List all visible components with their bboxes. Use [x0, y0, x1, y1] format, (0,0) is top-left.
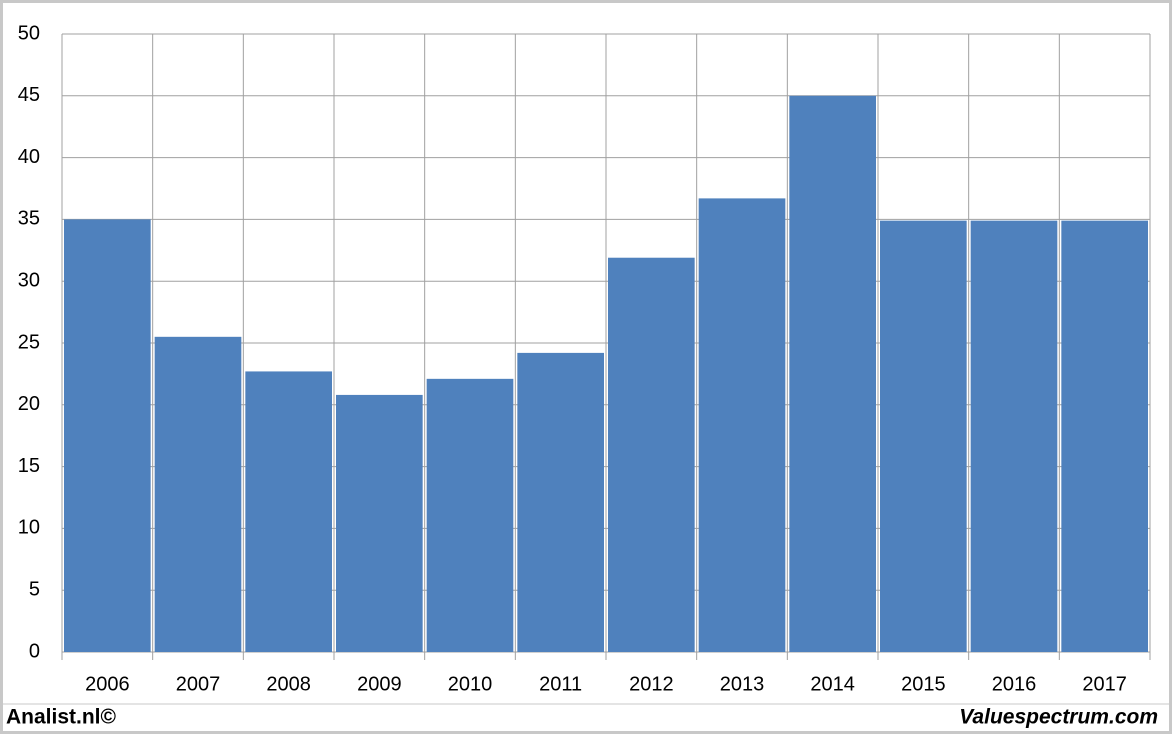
y-tick-label: 50	[18, 22, 40, 44]
x-tick-label: 2006	[85, 673, 130, 695]
x-tick-label: 2009	[357, 673, 402, 695]
bar	[517, 352, 604, 652]
y-tick-label: 15	[18, 455, 40, 477]
x-tick-label: 2007	[176, 673, 221, 695]
bar	[1061, 220, 1148, 653]
x-tick-label: 2013	[720, 673, 765, 695]
footer-left: Analist.nl©	[6, 706, 117, 729]
y-tick-label: 35	[18, 208, 40, 230]
y-tick-label: 0	[29, 640, 40, 662]
bar	[880, 220, 967, 653]
bar	[698, 198, 786, 652]
footer-right: Valuespectrum.com	[959, 706, 1158, 729]
y-tick-label: 45	[18, 84, 40, 106]
x-tick-label: 2012	[629, 673, 674, 695]
y-tick-label: 30	[18, 269, 40, 291]
bar	[64, 219, 151, 652]
y-tick-label: 40	[18, 146, 40, 168]
y-tick-label: 20	[18, 393, 40, 415]
x-tick-label: 2017	[1082, 673, 1127, 695]
bar	[245, 371, 332, 652]
x-tick-label: 2016	[992, 673, 1037, 695]
x-tick-label: 2015	[901, 673, 946, 695]
bar	[789, 95, 876, 653]
x-tick-label: 2008	[266, 673, 311, 695]
bar	[608, 257, 695, 652]
bar	[970, 220, 1058, 653]
y-tick-label: 25	[18, 331, 40, 353]
bar	[154, 336, 242, 652]
bar	[336, 394, 423, 652]
x-tick-label: 2010	[448, 673, 493, 695]
y-tick-label: 5	[29, 578, 40, 600]
bar	[426, 378, 514, 652]
x-tick-label: 2014	[810, 673, 855, 695]
x-tick-label: 2011	[539, 673, 582, 695]
y-tick-label: 10	[18, 517, 40, 539]
